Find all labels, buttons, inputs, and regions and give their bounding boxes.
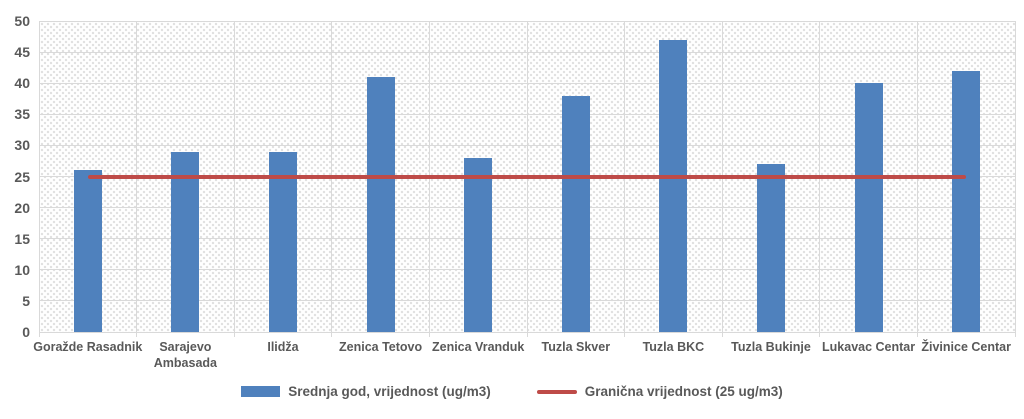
legend-label-limit-line: Granična vrijednost (25 ug/m3) (584, 384, 783, 399)
legend: Srednja god, vrijednost (ug/m3) Granična… (0, 384, 1024, 399)
x-axis-tick-9 (916, 332, 918, 337)
y-tick-label-5: 5 (22, 292, 30, 309)
y-tick-label-30: 30 (14, 137, 30, 154)
x-axis-tick-7 (721, 332, 723, 337)
x-category-label: Zenica Tetovo (339, 340, 423, 354)
bar (757, 164, 785, 332)
y-tick-label-15: 15 (14, 230, 30, 247)
x-category-label: Zenica Vranduk (431, 340, 525, 354)
x-category-label: Ilidža (267, 340, 299, 354)
y-tick-label-40: 40 (14, 75, 30, 92)
y-tick-label-45: 45 (14, 44, 30, 61)
bar (854, 83, 883, 332)
x-axis-tick-1 (136, 332, 138, 337)
x-category-label: Živinice Centar (921, 340, 1011, 354)
x-axis-tick-2 (233, 332, 235, 337)
bar (269, 151, 297, 332)
x-axis-tick-10 (1014, 332, 1016, 337)
gridline-v-10 (1014, 21, 1016, 332)
x-category-label: Tuzla Skver (541, 340, 611, 354)
y-tick-label-10: 10 (14, 261, 30, 278)
y-tick-label-50: 50 (14, 13, 30, 29)
limit-line-swatch (536, 389, 577, 394)
x-category-label: Goražde Rasadnik (33, 340, 143, 354)
bar (171, 151, 200, 332)
x-category-label: Sarajevo Ambasada (153, 340, 217, 370)
legend-item-limit-line: Granična vrijednost (25 ug/m3) (536, 384, 783, 399)
legend-item-mean-series: Srednja god, vrijednost (ug/m3) (241, 384, 491, 399)
legend-label-mean-series: Srednja god, vrijednost (ug/m3) (288, 384, 491, 399)
bar (366, 76, 395, 332)
x-axis-tick-5 (526, 332, 528, 337)
x-axis-tick-3 (331, 332, 333, 337)
x-axis-tick-8 (819, 332, 821, 337)
y-tick-label-25: 25 (14, 168, 30, 185)
y-tick-label-20: 20 (14, 199, 30, 216)
bar (464, 157, 493, 332)
bar (659, 39, 688, 332)
bar (561, 95, 590, 332)
y-tick-label-0: 0 (22, 324, 30, 340)
x-category-label: Tuzla BKC (642, 340, 705, 354)
gridline-v-0 (38, 21, 40, 332)
y-tick-label-35: 35 (14, 106, 30, 123)
plot-area (38, 20, 1016, 333)
x-category-label: Lukavac Centar (822, 340, 916, 354)
x-axis-tick-4 (428, 332, 430, 337)
x-axis-tick-0 (38, 332, 40, 337)
bar (952, 70, 981, 332)
bar (73, 170, 102, 332)
x-category-label: Tuzla Bukinje (731, 340, 811, 354)
x-axis-tick-6 (624, 332, 626, 337)
limit-line (87, 174, 967, 179)
bar-series-swatch (241, 386, 281, 397)
